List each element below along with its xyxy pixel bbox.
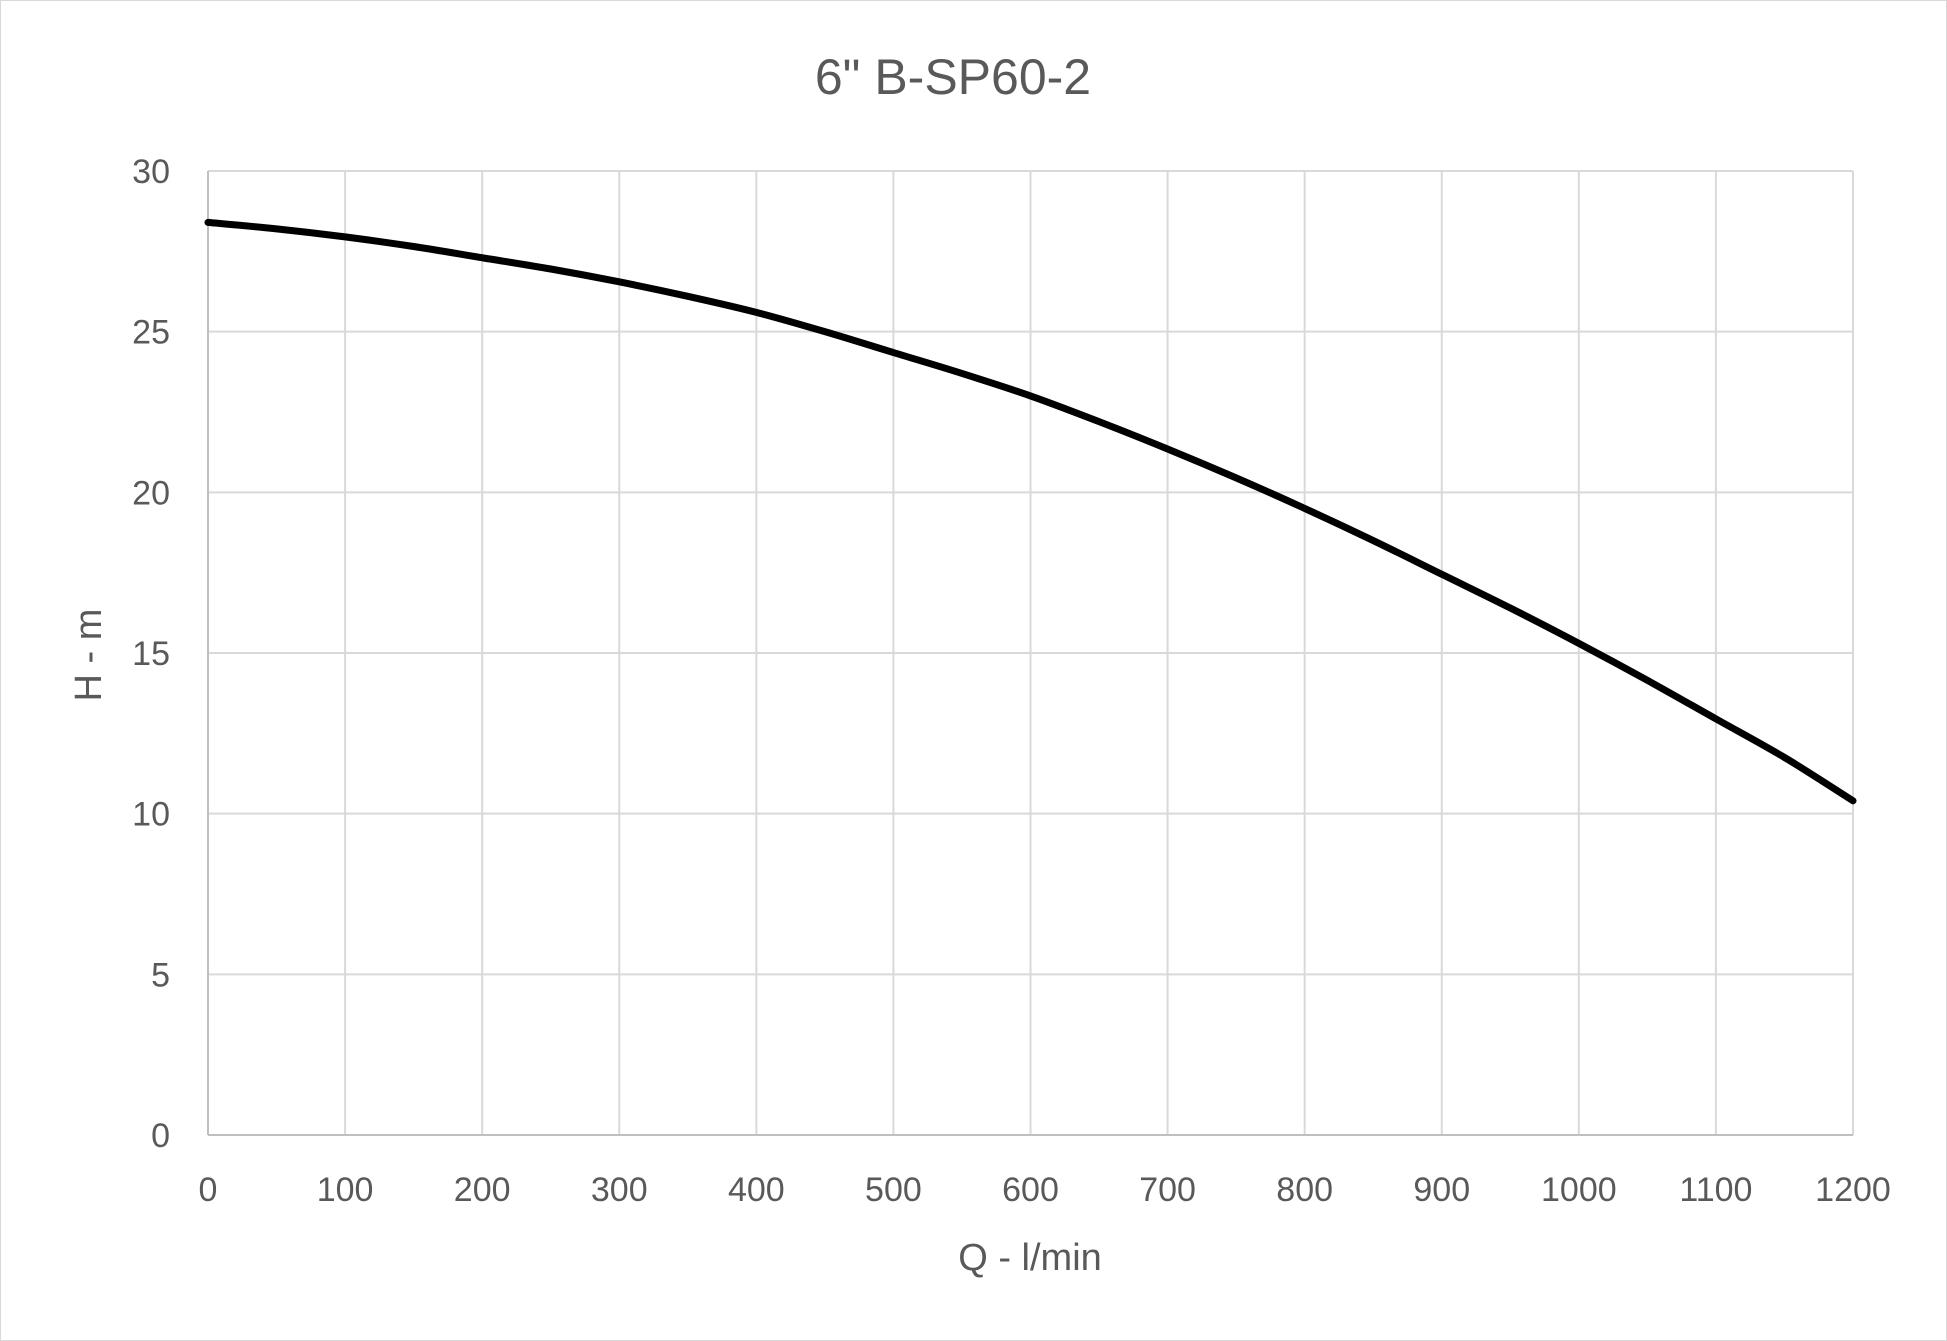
x-tick-labels: 0 100 200 300 400 500 600 700 800 900 1000 1100 1200 bbox=[199, 1171, 1891, 1209]
y-tick-labels: 0 5 10 15 20 25 30 bbox=[132, 153, 170, 1155]
gridlines bbox=[208, 170, 1854, 1135]
y-tick-label: 20 bbox=[132, 474, 170, 512]
x-tick-label: 600 bbox=[1002, 1171, 1059, 1209]
y-tick-label: 25 bbox=[132, 314, 170, 352]
y-tick-label: 0 bbox=[151, 1117, 170, 1155]
x-tick-label: 700 bbox=[1139, 1171, 1196, 1209]
x-tick-label: 900 bbox=[1413, 1171, 1470, 1209]
x-tick-label: 800 bbox=[1276, 1171, 1333, 1209]
x-tick-label: 100 bbox=[317, 1171, 374, 1209]
x-tick-label: 400 bbox=[728, 1171, 785, 1209]
x-tick-label: 300 bbox=[591, 1171, 648, 1209]
x-tick-label: 1100 bbox=[1679, 1171, 1752, 1209]
y-tick-label: 5 bbox=[151, 956, 170, 994]
series-group bbox=[204, 218, 1857, 805]
chart-title: 6" B-SP60-2 bbox=[815, 49, 1091, 105]
y-axis-label: H - m bbox=[68, 609, 110, 702]
y-tick-label: 10 bbox=[132, 796, 170, 834]
x-axis-label: Q - l/min bbox=[958, 1237, 1102, 1279]
x-tick-label: 500 bbox=[865, 1171, 922, 1209]
x-tick-label: 1000 bbox=[1541, 1171, 1617, 1209]
x-tick-label: 200 bbox=[454, 1171, 511, 1209]
x-tick-label: 0 bbox=[199, 1171, 218, 1209]
y-tick-label: 30 bbox=[132, 153, 170, 191]
y-tick-label: 15 bbox=[132, 635, 170, 673]
series-line bbox=[204, 218, 1857, 805]
axes bbox=[207, 171, 1853, 1136]
x-tick-label: 1200 bbox=[1815, 1171, 1891, 1209]
